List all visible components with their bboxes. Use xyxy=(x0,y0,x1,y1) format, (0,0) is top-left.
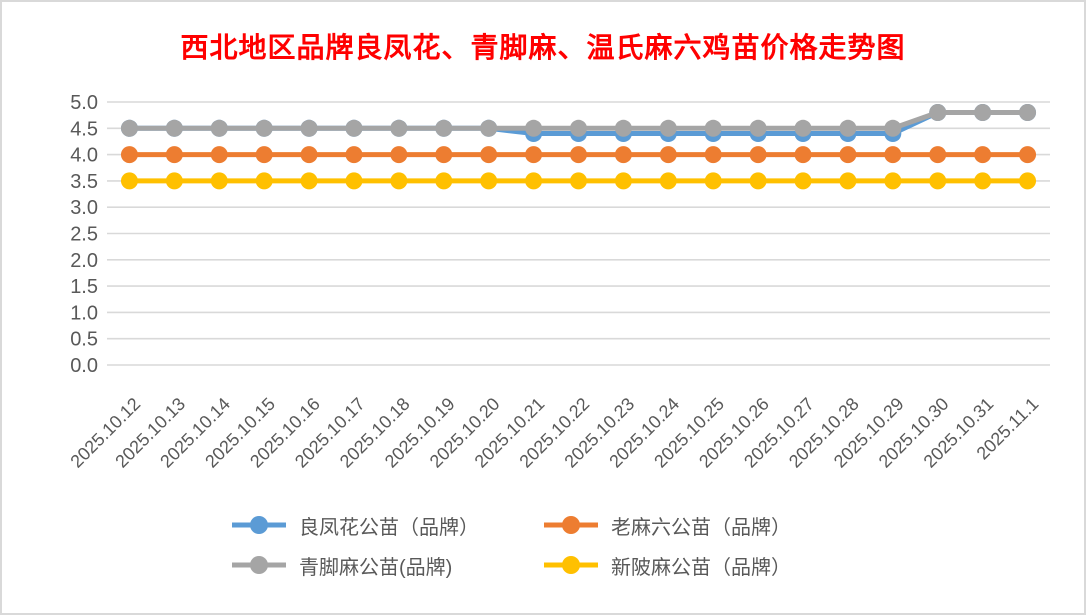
data-point xyxy=(704,119,722,137)
legend-swatch-icon xyxy=(232,556,286,574)
y-tick-label: 4.0 xyxy=(70,145,98,167)
data-point xyxy=(300,119,318,137)
legend-item: 老麻六公苗（品牌） xyxy=(543,512,855,539)
data-point xyxy=(659,172,677,190)
data-point xyxy=(839,146,857,164)
data-point xyxy=(659,146,677,164)
data-point xyxy=(749,172,767,190)
data-point xyxy=(345,146,363,164)
legend: 良凤花公苗（品牌） 老麻六公苗（品牌） 青脚麻公苗(品牌) 新陂麻公苗（品牌） xyxy=(2,512,1084,579)
data-point xyxy=(749,119,767,137)
y-tick-label: 2.0 xyxy=(70,250,98,272)
data-point xyxy=(120,146,138,164)
data-point xyxy=(1019,104,1037,122)
data-point xyxy=(525,172,543,190)
data-point xyxy=(435,146,453,164)
legend-swatch-icon xyxy=(544,556,598,574)
legend-swatch-icon xyxy=(232,516,286,534)
data-point xyxy=(525,119,543,137)
legend-label: 老麻六公苗（品牌） xyxy=(611,516,791,539)
data-point xyxy=(345,119,363,137)
data-point xyxy=(390,146,408,164)
legend-item: 良凤花公苗（品牌） xyxy=(231,512,543,539)
data-point xyxy=(525,146,543,164)
data-point xyxy=(165,172,183,190)
y-tick-label: 4.5 xyxy=(70,118,98,140)
data-point xyxy=(704,172,722,190)
data-point xyxy=(794,172,812,190)
data-point xyxy=(929,146,947,164)
legend-label: 新陂麻公苗（品牌） xyxy=(611,556,791,579)
data-point xyxy=(1019,146,1037,164)
data-point xyxy=(884,119,902,137)
data-point xyxy=(255,172,273,190)
data-point xyxy=(929,104,947,122)
data-point xyxy=(435,119,453,137)
data-point xyxy=(480,119,498,137)
data-point xyxy=(210,119,228,137)
data-point xyxy=(884,172,902,190)
data-point xyxy=(480,172,498,190)
y-tick-label: 0.5 xyxy=(70,329,98,351)
legend-label: 良凤花公苗（品牌） xyxy=(299,516,479,539)
data-point xyxy=(120,119,138,137)
data-point xyxy=(929,172,947,190)
data-point xyxy=(300,172,318,190)
data-point xyxy=(345,172,363,190)
data-point xyxy=(794,146,812,164)
data-point xyxy=(884,146,902,164)
data-point xyxy=(165,146,183,164)
data-point xyxy=(1019,172,1037,190)
legend-item: 新陂麻公苗（品牌） xyxy=(543,552,855,579)
data-point xyxy=(974,172,992,190)
data-point xyxy=(614,146,632,164)
data-point xyxy=(255,119,273,137)
data-point xyxy=(839,172,857,190)
data-point xyxy=(120,172,138,190)
data-point xyxy=(749,146,767,164)
y-tick-label: 1.5 xyxy=(70,276,98,298)
data-point xyxy=(570,119,587,137)
data-point xyxy=(570,146,587,164)
data-point xyxy=(974,104,992,122)
legend-label: 青脚麻公苗(品牌) xyxy=(299,556,453,579)
data-point xyxy=(974,146,992,164)
y-tick-label: 3.0 xyxy=(70,197,98,219)
data-point xyxy=(570,172,587,190)
data-point xyxy=(435,172,453,190)
legend-swatch-icon xyxy=(544,516,598,534)
y-tick-label: 0.0 xyxy=(70,355,98,377)
data-point xyxy=(210,146,228,164)
data-point xyxy=(480,146,498,164)
data-point xyxy=(704,146,722,164)
y-tick-label: 5.0 xyxy=(70,92,98,114)
data-point xyxy=(659,119,677,137)
plot-area: 0.00.51.01.52.02.53.03.54.04.55.02025.10… xyxy=(66,92,1050,472)
data-point xyxy=(390,172,408,190)
data-point xyxy=(255,146,273,164)
data-point xyxy=(390,119,408,137)
chart-title: 西北地区品牌良凤花、青脚麻、温氏麻六鸡苗价格走势图 xyxy=(180,32,906,63)
legend-item: 青脚麻公苗(品牌) xyxy=(231,552,543,579)
data-point xyxy=(165,119,183,137)
data-point xyxy=(794,119,812,137)
data-point xyxy=(210,172,228,190)
data-point xyxy=(300,146,318,164)
y-tick-label: 1.0 xyxy=(70,302,98,324)
y-tick-label: 3.5 xyxy=(70,171,98,193)
y-tick-label: 2.5 xyxy=(70,224,98,246)
data-point xyxy=(614,172,632,190)
data-point xyxy=(614,119,632,137)
data-point xyxy=(839,119,857,137)
